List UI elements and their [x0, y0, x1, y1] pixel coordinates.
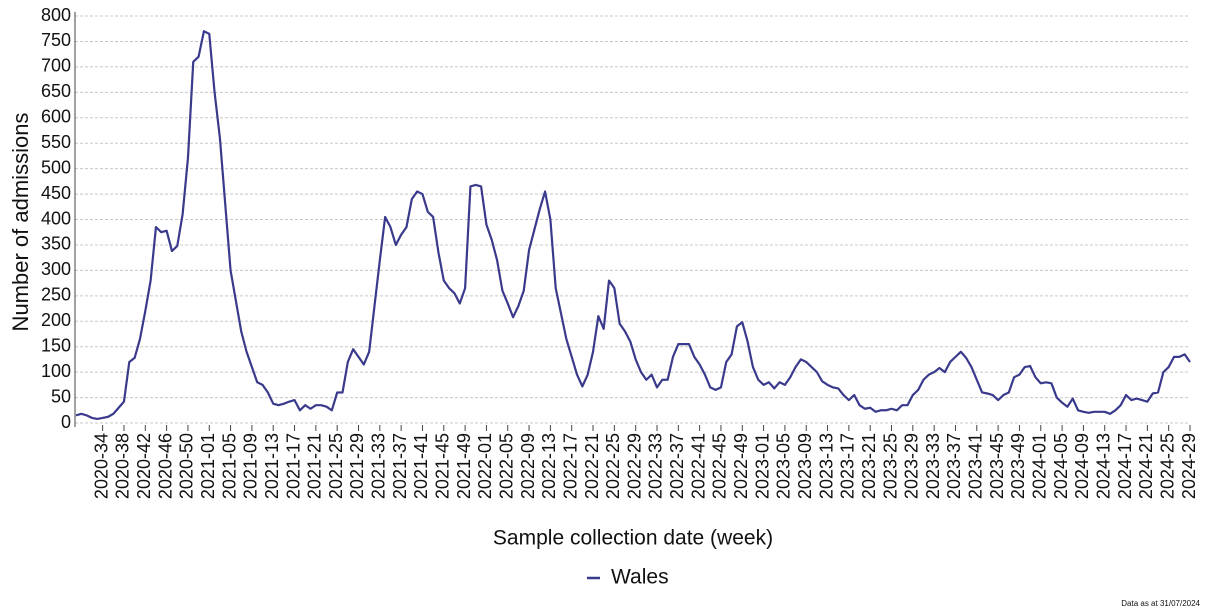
- x-tick-label: 2022-01: [475, 433, 495, 499]
- x-tick-label: 2021-21: [305, 433, 325, 499]
- legend-label: Wales: [611, 566, 669, 589]
- x-tick-label: 2023-25: [880, 433, 900, 499]
- x-tick-label: 2021-09: [241, 433, 261, 499]
- x-tick-label: 2022-05: [496, 433, 516, 499]
- x-tick-label: 2023-29: [902, 433, 922, 499]
- x-tick-label: 2023-09: [795, 433, 815, 499]
- x-tick-label: 2021-45: [433, 433, 453, 499]
- x-tick-label: 2022-13: [539, 433, 559, 499]
- x-tick-label: 2023-01: [752, 433, 772, 499]
- x-tick-label: 2021-17: [283, 433, 303, 499]
- x-tick-label: 2022-37: [667, 433, 687, 499]
- x-tick-label: 2021-41: [411, 433, 431, 499]
- y-tick-label: 750: [41, 30, 71, 50]
- x-tick-label: 2021-25: [326, 433, 346, 499]
- x-tick-label: 2023-33: [923, 433, 943, 499]
- x-tick-label: 2024-29: [1179, 433, 1199, 499]
- x-tick-label: 2024-13: [1093, 433, 1113, 499]
- x-tick-label: 2022-17: [560, 433, 580, 499]
- x-tick-label: 2024-05: [1051, 433, 1071, 499]
- x-tick-label: 2022-21: [582, 433, 602, 499]
- x-tick-label: 2020-46: [155, 433, 175, 499]
- x-tick-label: 2021-49: [454, 433, 474, 499]
- y-tick-label: 350: [41, 234, 71, 254]
- x-tick-label: 2024-21: [1136, 433, 1156, 499]
- y-axis-title: Number of admissions: [8, 113, 33, 332]
- data-line: [75, 30, 1191, 421]
- x-tick-label: 2024-17: [1115, 433, 1135, 499]
- x-tick-label: 2021-33: [369, 433, 389, 499]
- x-tick-label: 2024-09: [1072, 433, 1092, 499]
- x-axis-title: Sample collection date (week): [493, 527, 773, 550]
- x-tick-label: 2020-42: [134, 433, 154, 499]
- y-tick-label: 300: [41, 259, 71, 279]
- x-tick-label: 2020-50: [177, 433, 197, 499]
- x-tick-label: 2024-25: [1157, 433, 1177, 499]
- x-tick-label: 2021-37: [390, 433, 410, 499]
- y-tick-label: 500: [41, 157, 71, 177]
- y-tick-label: 600: [41, 107, 71, 127]
- x-tick-label: 2023-17: [838, 433, 858, 499]
- y-tick-label: 150: [41, 335, 71, 355]
- x-tick-label: 2024-01: [1030, 433, 1050, 499]
- x-tick-label: 2021-13: [262, 433, 282, 499]
- footnote: Data as at 31/07/2024: [1121, 599, 1200, 608]
- x-tick-label: 2020-38: [113, 433, 133, 499]
- y-tick-label: 0: [61, 412, 71, 432]
- y-tick-label: 50: [51, 386, 71, 406]
- x-tick-label: 2021-29: [347, 433, 367, 499]
- y-tick-label: 650: [41, 81, 71, 101]
- y-tick-label: 700: [41, 56, 71, 76]
- x-tick-label: 2020-34: [91, 433, 111, 499]
- x-tick-label: 2021-05: [219, 433, 239, 499]
- y-tick-label: 200: [41, 310, 71, 330]
- x-tick-label: 2023-37: [944, 433, 964, 499]
- x-tick-label: 2021-01: [198, 433, 218, 499]
- x-tick-label: 2023-49: [1008, 433, 1028, 499]
- x-tick-label: 2023-41: [966, 433, 986, 499]
- x-tick-label: 2023-13: [816, 433, 836, 499]
- x-tick-label: 2023-45: [987, 433, 1007, 499]
- x-tick-label: 2022-45: [710, 433, 730, 499]
- y-tick-label: 550: [41, 132, 71, 152]
- x-tick-label: 2022-25: [603, 433, 623, 499]
- y-tick-label: 800: [41, 5, 71, 25]
- x-tick-label: 2022-09: [518, 433, 538, 499]
- y-tick-label: 450: [41, 183, 71, 203]
- x-tick-label: 2022-49: [731, 433, 751, 499]
- x-tick-label: 2023-05: [774, 433, 794, 499]
- x-tick-label: 2023-21: [859, 433, 879, 499]
- y-tick-label: 250: [41, 285, 71, 305]
- x-tick-label: 2022-33: [646, 433, 666, 499]
- y-tick-label: 400: [41, 208, 71, 228]
- y-tick-label: 100: [41, 361, 71, 381]
- x-tick-label: 2022-41: [688, 433, 708, 499]
- x-tick-label: 2022-29: [624, 433, 644, 499]
